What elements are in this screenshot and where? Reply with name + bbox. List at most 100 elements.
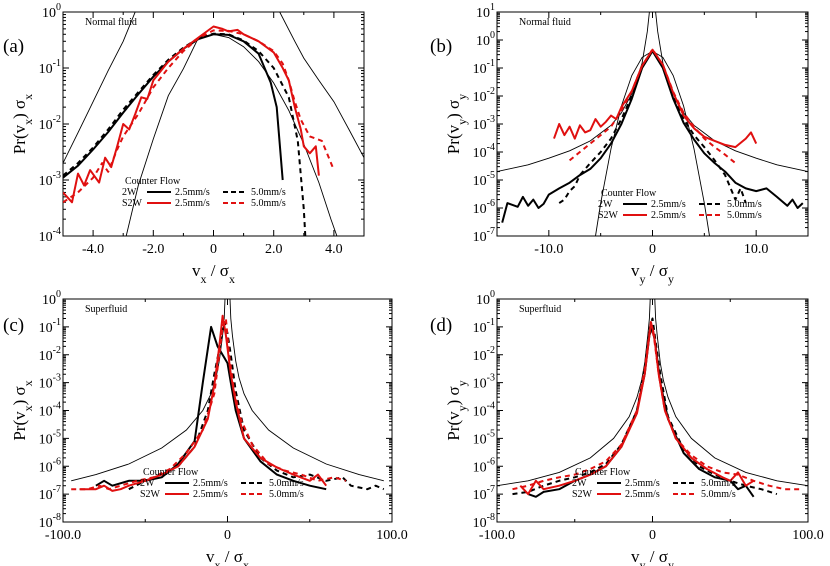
plot-area [497,299,808,498]
x-tick-label: 0 [224,528,231,543]
y-tick-label: 10-2 [473,345,495,364]
x-tick-label: -100.0 [45,528,81,543]
series-line [63,29,335,204]
legend-row-label: S2W [598,210,619,221]
legend-dashed-label: 5.0mm/s [727,210,762,221]
chart-title: Normal fluid [85,17,137,28]
x-axis-label: vx / σx [192,261,235,286]
x-tick-label: 0 [649,528,656,543]
series-line [512,317,778,496]
y-tick-label: 10-2 [473,86,495,105]
y-axis-label: Pr(vx) σx [10,94,35,154]
panel-label: (a) [3,36,24,57]
x-tick-label: -100.0 [479,528,515,543]
y-tick-label: 10-6 [39,456,61,475]
y-tick-label: 10-1 [39,317,61,336]
chart-panel-1: 100 10-1 10-2 10-3 10-4 -4.0 -2.0 0 2.0 4.0 (a) Nor… [3,2,365,286]
series-line [568,48,737,164]
x-tick-label: 10.0 [744,242,769,257]
legend-dashed-label: 5.0mm/s [269,478,304,489]
y-tick-label: 10-7 [473,484,495,503]
legend-row-label: 2W [598,199,613,210]
legend-row-label: S2W [572,489,593,500]
x-tick-label: 100.0 [792,528,824,543]
y-tick-label: 10-2 [39,114,61,133]
y-axis-label-group: Pr(vy) σy [444,94,469,154]
y-tick-label: 10-3 [39,373,61,392]
y-tick-label: 10-5 [473,428,495,447]
plot-area [63,12,364,236]
y-tick-label: 10-4 [473,401,495,420]
reference-curve [497,12,808,173]
legend-dashed-label: 5.0mm/s [269,489,304,500]
x-tick-label: -4.0 [82,242,104,257]
series-line [519,321,755,496]
y-tick-label: 10-4 [473,142,495,161]
legend-title: Counter Flow [575,467,631,478]
y-axis-label-group: Pr(vx) σx [10,94,35,154]
y-tick-label: 10-6 [473,456,495,475]
legend-row-label: 2W [122,187,137,198]
y-tick-label: 10-1 [39,58,61,77]
y-tick-label: 10-8 [39,512,61,531]
series-line [527,325,755,498]
y-tick-label: 101 [476,2,495,21]
legend-title: Counter Flow [143,467,199,478]
plot-frame [62,11,365,237]
chart-panel-3: 100 10-1 10-2 10-3 10-4 10-5 10-6 10-7 10-8-100.… [3,289,408,566]
y-tick-label: 10-4 [39,401,61,420]
series-line [512,323,801,491]
y-tick-label: 10-5 [473,170,495,189]
y-tick-label: 10-7 [39,484,61,503]
x-tick-label: -10.0 [534,242,563,257]
panel-label: (d) [430,315,452,336]
legend-solid-label: 2.5mm/s [193,478,228,489]
x-tick-label: 4.0 [325,242,343,257]
x-axis-label: vy / σy [631,261,674,286]
legend-solid-label: 2.5mm/s [175,187,210,198]
y-axis-label-group: Pr(vx) σx [10,380,35,440]
legend-title: Counter Flow [601,188,657,199]
y-tick-label: 100 [476,289,495,308]
y-tick-label: 10-1 [473,317,495,336]
legend-row-label: S2W [122,198,143,209]
legend-solid-label: 2.5mm/s [651,210,686,221]
series-line [95,325,327,491]
x-tick-label: 2.0 [265,242,283,257]
chart-title: Superfluid [519,304,561,315]
y-tick-label: 100 [42,289,61,308]
y-tick-label: 10-3 [473,114,495,133]
panel-label: (b) [430,36,452,57]
x-tick-label: 0 [210,242,217,257]
legend-solid-label: 2.5mm/s [625,489,660,500]
y-tick-label: 10-7 [473,226,495,245]
chart-panel-2: 101 100 10-1 10-2 10-3 10-4 10-5 10-6 10-7 -10.0 0… [430,2,809,286]
legend-row-label: 2W [140,478,155,489]
legend-dashed-label: 5.0mm/s [251,187,286,198]
plot-area [497,12,808,236]
y-tick-label: 10-8 [473,512,495,531]
plot-area [71,299,385,492]
series-line [128,321,385,491]
reference-curve [63,12,136,164]
legend-solid-label: 2.5mm/s [625,478,660,489]
y-axis-label: Pr(vy) σy [444,380,469,440]
y-tick-label: 10-3 [39,170,61,189]
y-tick-label: 10-3 [473,373,495,392]
series-line [558,49,747,204]
y-axis-label: Pr(vx) σx [10,380,35,440]
y-tick-label: 10-4 [39,226,61,245]
reference-curve [497,299,808,487]
chart-panel-4: 100 10-1 10-2 10-3 10-4 10-5 10-6 10-7 10-8-100.… [430,289,824,566]
y-tick-label: 10-6 [473,198,495,217]
series-line [71,317,347,491]
y-axis-label: Pr(vy) σy [444,94,469,154]
y-tick-label: 100 [42,2,61,21]
reference-curve [71,299,384,482]
chart-title: Normal fluid [519,17,571,28]
